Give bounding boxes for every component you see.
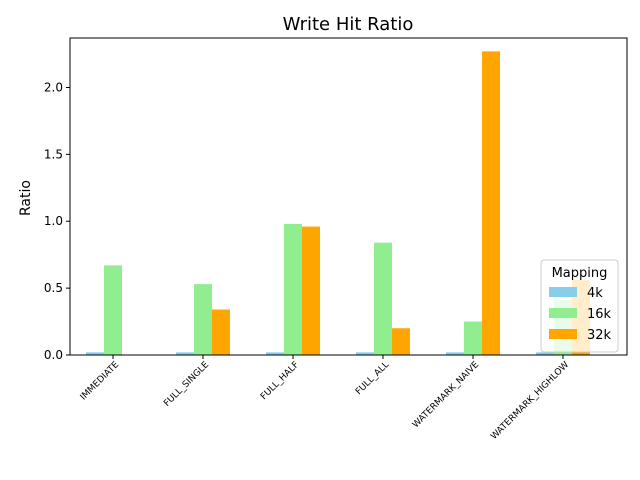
y-tick-label: 0.5 [44, 281, 63, 295]
legend-label-16k: 16k [587, 307, 612, 322]
legend-swatch-4k [549, 287, 577, 297]
bar-16k-watermark-naive [464, 321, 482, 355]
bar-32k-full-single [212, 309, 230, 355]
axes-layer: 0.0 0.5 1.0 1.5 2.0 IMMEDIATE FULL_SINGLE FULL_… [44, 37, 628, 442]
legend-label-32k: 32k [587, 328, 612, 343]
y-axis-label: Ratio [18, 180, 34, 216]
x-tick-label: FULL_ALL [354, 360, 391, 397]
bar-32k-full-all [392, 328, 410, 355]
legend-swatch-32k [549, 329, 577, 339]
x-tick-label: WATERMARK_HIGHLOW [489, 360, 571, 442]
x-tick-label: WATERMARK_NAIVE [411, 360, 481, 430]
bar-16k-immediate [104, 265, 122, 355]
bar-16k-full-single [194, 284, 212, 355]
legend-label-4k: 4k [587, 286, 603, 301]
x-tick-label: FULL_HALF [259, 360, 301, 402]
bar-4k-full-all [356, 352, 374, 355]
x-tick-label: FULL_SINGLE [162, 360, 211, 409]
legend: Mapping 4k 16k 32k [540, 259, 619, 353]
bar-4k-watermark-naive [446, 352, 464, 355]
plot-frame [69, 37, 628, 356]
bar-4k-immediate [86, 352, 104, 355]
y-tick-label: 1.5 [44, 147, 63, 161]
x-tick-label: IMMEDIATE [79, 360, 122, 403]
legend-swatch-16k [549, 308, 577, 318]
legend-title: Mapping [552, 266, 608, 281]
y-tick-label: 2.0 [44, 80, 63, 94]
bars-layer [86, 51, 590, 356]
bar-32k-full-half [302, 226, 320, 355]
bar-4k-full-half [266, 352, 284, 355]
chart-title: Write Hit Ratio [283, 14, 414, 35]
bar-4k-full-single [176, 352, 194, 355]
bar-16k-full-half [284, 223, 302, 355]
y-tick-label: 0.0 [44, 348, 63, 362]
bar-32k-watermark-naive [482, 51, 500, 356]
bar-16k-full-all [374, 242, 392, 355]
y-tick-label: 1.0 [44, 214, 63, 228]
bar-4k-watermark-highlow [536, 352, 554, 355]
